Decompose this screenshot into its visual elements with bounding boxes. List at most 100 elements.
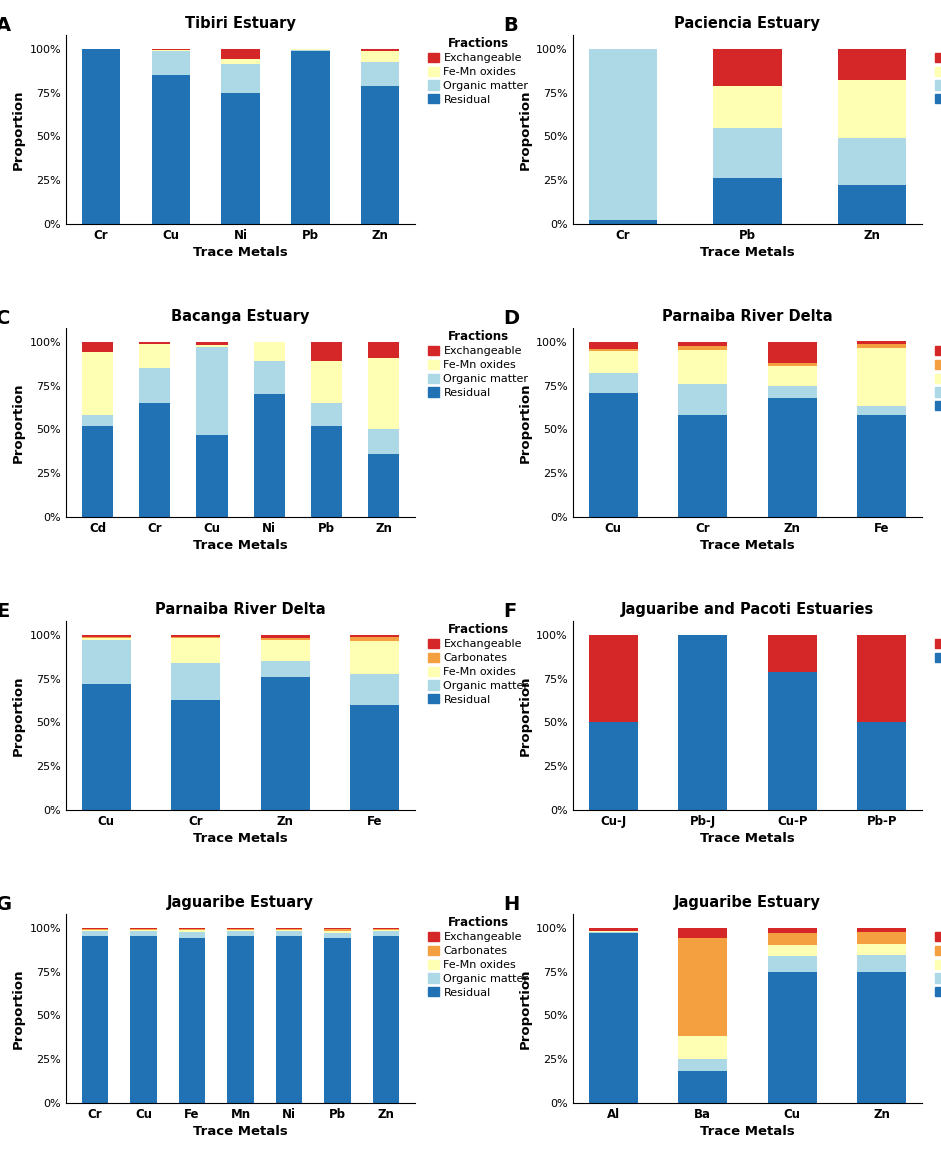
Bar: [588, 221, 657, 224]
Bar: [768, 928, 817, 933]
Bar: [82, 49, 120, 224]
Y-axis label: Proportion: Proportion: [519, 968, 532, 1048]
Bar: [368, 430, 400, 454]
X-axis label: Trace Metals: Trace Metals: [193, 246, 288, 259]
Bar: [713, 179, 782, 224]
Text: F: F: [502, 601, 516, 621]
Title: Paciencia Estuary: Paciencia Estuary: [675, 16, 821, 31]
Bar: [678, 384, 727, 414]
Text: E: E: [0, 601, 9, 621]
Bar: [837, 80, 906, 138]
Y-axis label: Proportion: Proportion: [519, 676, 532, 756]
Bar: [276, 931, 302, 936]
Bar: [311, 361, 343, 403]
Legend: Exchangeable, Fe-Mn oxides, Organic matter, Residual: Exchangeable, Fe-Mn oxides, Organic matt…: [428, 330, 529, 398]
Bar: [82, 637, 131, 640]
Bar: [82, 635, 131, 636]
Bar: [325, 929, 351, 930]
X-axis label: Trace Metals: Trace Metals: [193, 1125, 288, 1138]
Legend: Exchangeable, Carbonates, Fe-Mn oxides, Organic matter, Residual: Exchangeable, Carbonates, Fe-Mn oxides, …: [428, 622, 529, 705]
Bar: [82, 931, 108, 936]
Bar: [276, 936, 302, 1103]
Y-axis label: Proportion: Proportion: [12, 968, 25, 1048]
Bar: [139, 403, 170, 517]
Title: Jaguaribe Estuary: Jaguaribe Estuary: [674, 895, 821, 910]
Bar: [228, 930, 254, 931]
Bar: [253, 361, 285, 395]
Bar: [276, 930, 302, 931]
Y-axis label: Proportion: Proportion: [519, 89, 532, 170]
Bar: [678, 349, 727, 384]
Bar: [768, 635, 817, 672]
Bar: [857, 928, 906, 932]
Bar: [253, 341, 285, 361]
Bar: [857, 932, 906, 944]
Bar: [678, 1059, 727, 1072]
Bar: [361, 86, 400, 224]
Bar: [713, 49, 782, 86]
Bar: [82, 684, 131, 810]
Bar: [311, 426, 343, 517]
Bar: [588, 341, 638, 348]
Bar: [768, 398, 817, 517]
Bar: [768, 972, 817, 1103]
Bar: [261, 640, 310, 661]
Bar: [171, 635, 220, 636]
Bar: [768, 956, 817, 972]
Text: C: C: [0, 309, 10, 327]
Bar: [179, 938, 205, 1103]
Bar: [228, 931, 254, 936]
Bar: [261, 635, 310, 637]
Bar: [588, 348, 638, 351]
Bar: [197, 341, 228, 345]
Bar: [130, 931, 157, 936]
Bar: [82, 352, 113, 416]
Y-axis label: Proportion: Proportion: [12, 382, 25, 462]
Bar: [588, 722, 638, 810]
Title: Tibiri Estuary: Tibiri Estuary: [185, 16, 296, 31]
Bar: [857, 944, 906, 956]
Bar: [713, 86, 782, 128]
Bar: [171, 700, 220, 810]
Bar: [837, 49, 906, 80]
X-axis label: Trace Metals: Trace Metals: [700, 246, 795, 259]
Bar: [678, 635, 727, 810]
Bar: [768, 945, 817, 956]
X-axis label: Trace Metals: Trace Metals: [700, 832, 795, 845]
Bar: [857, 635, 906, 722]
Bar: [588, 635, 638, 722]
Bar: [678, 1037, 727, 1059]
Bar: [228, 936, 254, 1103]
Bar: [350, 705, 400, 810]
Bar: [82, 426, 113, 517]
Bar: [292, 51, 329, 224]
Legend: Exchangeable, Carbonates, Fe-Mn oxides, Organic matter, Residual: Exchangeable, Carbonates, Fe-Mn oxides, …: [934, 916, 941, 997]
Bar: [678, 346, 727, 349]
Text: D: D: [502, 309, 518, 327]
Bar: [768, 385, 817, 398]
Title: Jaguaribe and Pacoti Estuaries: Jaguaribe and Pacoti Estuaries: [621, 601, 874, 616]
Bar: [373, 931, 400, 936]
Bar: [292, 50, 329, 51]
Bar: [179, 932, 205, 938]
Bar: [768, 363, 817, 367]
Bar: [152, 50, 190, 51]
Title: Parnaiba River Delta: Parnaiba River Delta: [155, 601, 326, 616]
Bar: [857, 972, 906, 1103]
Title: Jaguaribe Estuary: Jaguaribe Estuary: [167, 895, 314, 910]
Bar: [713, 128, 782, 179]
Legend: Exchangeable, Fe-Mn oxides, Organic matter, Residual: Exchangeable, Fe-Mn oxides, Organic matt…: [428, 37, 529, 104]
Bar: [588, 351, 638, 374]
Bar: [368, 358, 400, 430]
X-axis label: Trace Metals: Trace Metals: [700, 539, 795, 551]
Bar: [221, 49, 260, 59]
Bar: [768, 341, 817, 363]
Legend: Exchangeable, Fe-Mn oxides, Organic matter, Residual: Exchangeable, Fe-Mn oxides, Organic matt…: [934, 37, 941, 104]
Bar: [837, 138, 906, 186]
Bar: [325, 938, 351, 1103]
Bar: [221, 59, 260, 64]
Text: G: G: [0, 895, 12, 914]
Bar: [361, 51, 400, 62]
Bar: [350, 635, 400, 636]
Text: A: A: [0, 16, 11, 35]
